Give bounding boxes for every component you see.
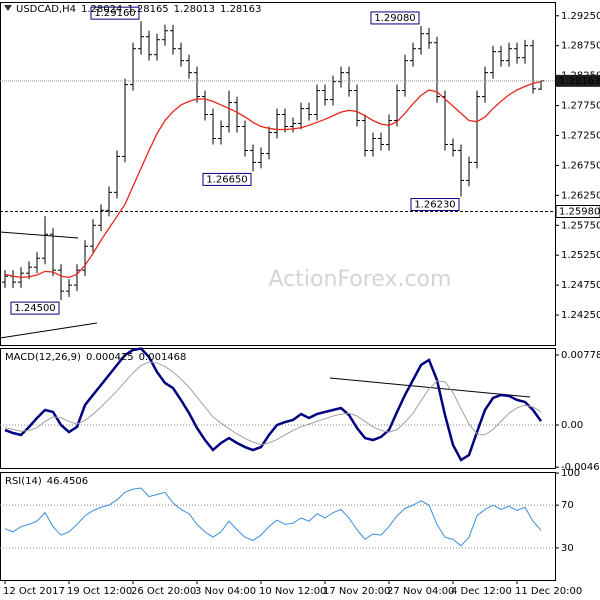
y-tick-label: 1.24750 xyxy=(561,280,600,291)
header-value: MACD(12,26,9) xyxy=(5,352,81,363)
header-value: 46.4506 xyxy=(47,476,88,487)
current-price-label: 1.28163 xyxy=(559,76,600,87)
level-label-box xyxy=(555,205,600,219)
header-value: 1.28024 xyxy=(81,4,122,15)
y-tick-label: 0.007787 xyxy=(561,350,600,361)
x-tick-label: 19 Oct 12:00 xyxy=(67,586,132,597)
x-tick-label: 27 Nov 04:00 xyxy=(387,586,454,597)
x-tick-label: 3 Nov 04:00 xyxy=(195,586,256,597)
x-tick-label: 26 Oct 20:00 xyxy=(131,586,196,597)
current-price-box xyxy=(556,74,600,87)
indicator-line xyxy=(4,361,542,446)
x-tick-label: 12 Oct 2017 xyxy=(3,586,65,597)
header-value: USDCAD,H4 xyxy=(16,4,76,15)
y-tick-label: 1.26250 xyxy=(561,190,600,201)
header-value: RSI(14) xyxy=(5,476,42,487)
indicator-line xyxy=(4,487,542,547)
panel-header: RSI(14) 46.4506 xyxy=(5,476,88,487)
indicator-line xyxy=(4,347,543,462)
header-value: 1.28165 xyxy=(127,4,168,15)
y-tick-label: 1.25750 xyxy=(561,220,600,231)
trend-line xyxy=(0,322,98,339)
y-tick-label: 1.25250 xyxy=(561,250,600,261)
y-tick-label: 1.29250 xyxy=(561,11,600,22)
y-tick-label: 1.26750 xyxy=(561,160,600,171)
annotation-label: 1.26230 xyxy=(414,200,455,211)
annotation-label: 1.24500 xyxy=(14,303,55,314)
x-tick-label: 11 Dec 20:00 xyxy=(515,586,582,597)
level-label: 1.25980 xyxy=(559,207,600,218)
header-value: 1.28013 xyxy=(174,4,215,15)
header-value: 1.28163 xyxy=(220,4,261,15)
y-tick-label: 0.00 xyxy=(561,420,583,431)
y-tick-label: 1.27250 xyxy=(561,130,600,141)
annotation-label: 1.26650 xyxy=(206,174,247,185)
header-icon xyxy=(4,5,12,11)
annotation-box xyxy=(370,11,420,25)
x-tick-label: 17 Nov 20:00 xyxy=(323,586,390,597)
y-tick-label: -0.004688 xyxy=(561,462,600,473)
y-tick-label: 1.27750 xyxy=(561,101,600,112)
annotation-box xyxy=(90,6,140,20)
watermark: ActionForex.com xyxy=(269,267,452,292)
panel-header: MACD(12,26,9) 0.000425 0.001468 xyxy=(5,352,186,363)
panel-frame xyxy=(0,348,556,469)
header-value: 0.001468 xyxy=(139,352,187,363)
annotation-label: 1.29080 xyxy=(374,13,415,24)
annotation-box xyxy=(410,198,460,212)
trend-line xyxy=(0,231,79,239)
panel-frame xyxy=(0,2,556,346)
moving-average xyxy=(4,80,542,279)
panel-header: USDCAD,H4 1.28024 1.28165 1.28013 1.28163 xyxy=(16,4,261,15)
y-tick-label: 100 xyxy=(561,468,580,479)
panel-frame xyxy=(0,472,556,581)
annotation-label: 1.29160 xyxy=(94,8,135,19)
y-tick-label: 30 xyxy=(561,543,574,554)
header-value: 0.000425 xyxy=(86,352,134,363)
annotation-box xyxy=(202,172,252,186)
y-tick-label: 1.28750 xyxy=(561,41,600,52)
y-tick-label: 1.24250 xyxy=(561,310,600,321)
x-tick-label: 10 Nov 12:00 xyxy=(259,586,326,597)
x-tick-label: 4 Dec 12:00 xyxy=(451,586,512,597)
y-tick-label: 70 xyxy=(561,500,574,511)
annotation-box xyxy=(10,301,60,315)
